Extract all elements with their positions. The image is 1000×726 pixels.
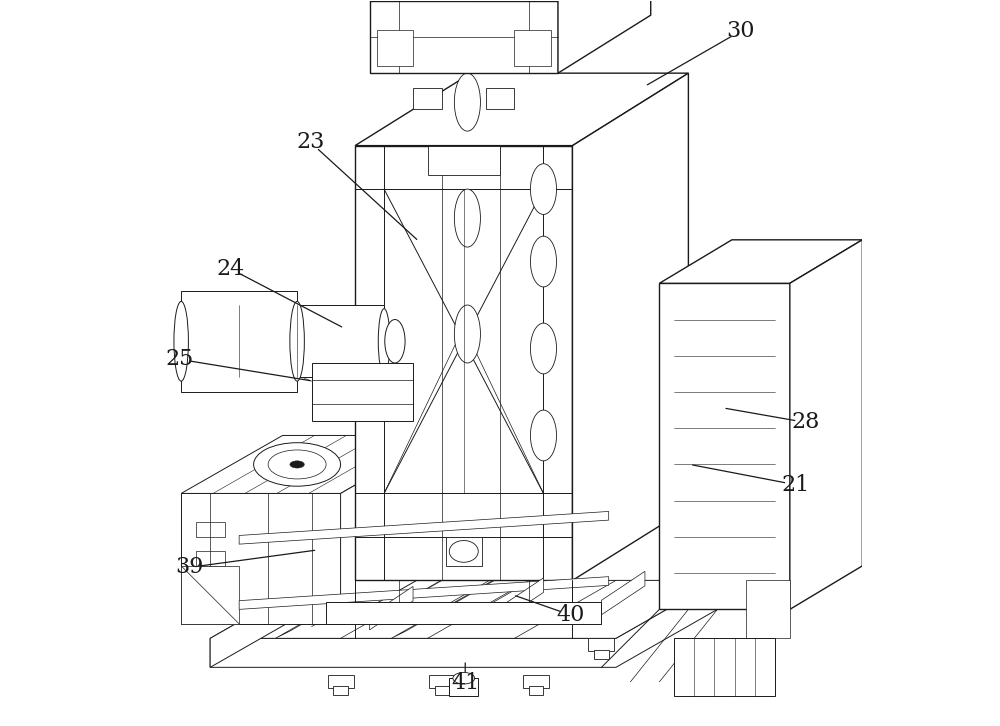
Ellipse shape [530,410,557,461]
Polygon shape [355,146,572,580]
Bar [486,88,514,110]
Text: 41: 41 [451,672,479,694]
Ellipse shape [290,461,304,468]
Text: 24: 24 [216,258,245,280]
Bar [523,674,549,688]
Ellipse shape [530,323,557,374]
Polygon shape [181,494,341,624]
Bar [588,638,614,651]
Bar [594,650,609,658]
Polygon shape [239,511,609,544]
Ellipse shape [219,309,230,374]
Polygon shape [181,566,239,624]
Bar [196,552,225,566]
Ellipse shape [377,454,449,490]
Polygon shape [659,240,862,283]
Bar [449,678,478,696]
Polygon shape [659,283,790,609]
Polygon shape [275,573,391,638]
Polygon shape [210,580,717,638]
Polygon shape [601,571,645,615]
Polygon shape [210,580,312,667]
Text: 23: 23 [296,131,324,153]
Bar [435,686,449,695]
Polygon shape [558,0,651,73]
Polygon shape [210,580,717,667]
Polygon shape [174,580,754,682]
Ellipse shape [454,73,480,131]
Polygon shape [181,290,297,392]
Polygon shape [341,436,442,624]
Bar [413,88,442,110]
Polygon shape [746,580,790,638]
Bar [196,523,225,537]
Polygon shape [312,363,413,421]
Polygon shape [225,305,384,378]
Bar [429,674,455,688]
Bar [377,30,413,66]
Text: 40: 40 [557,604,585,626]
Ellipse shape [530,236,557,287]
Polygon shape [500,578,543,621]
Text: 39: 39 [176,556,204,579]
Ellipse shape [174,301,188,381]
Polygon shape [370,1,558,73]
Text: 25: 25 [166,348,194,370]
Ellipse shape [385,319,405,363]
Ellipse shape [290,301,304,381]
Polygon shape [355,73,688,146]
Ellipse shape [449,541,478,562]
Polygon shape [181,436,442,494]
Bar [333,686,348,695]
Bar [529,686,543,695]
Bar [328,674,354,688]
Ellipse shape [454,305,480,363]
Ellipse shape [530,164,557,214]
Polygon shape [370,587,413,630]
Bar [196,580,225,595]
Bar [446,537,482,566]
Text: 21: 21 [782,474,810,496]
Bar [428,146,500,174]
Polygon shape [326,602,601,624]
Bar [514,30,551,66]
Polygon shape [391,573,507,638]
Ellipse shape [453,672,475,684]
Ellipse shape [254,443,341,486]
Ellipse shape [391,461,435,483]
Text: 28: 28 [792,412,820,433]
Ellipse shape [454,189,480,247]
Ellipse shape [268,450,326,479]
Text: 30: 30 [726,20,755,42]
Ellipse shape [378,309,390,374]
Polygon shape [674,638,775,696]
Polygon shape [790,240,862,609]
Polygon shape [239,576,609,609]
Polygon shape [572,73,688,580]
